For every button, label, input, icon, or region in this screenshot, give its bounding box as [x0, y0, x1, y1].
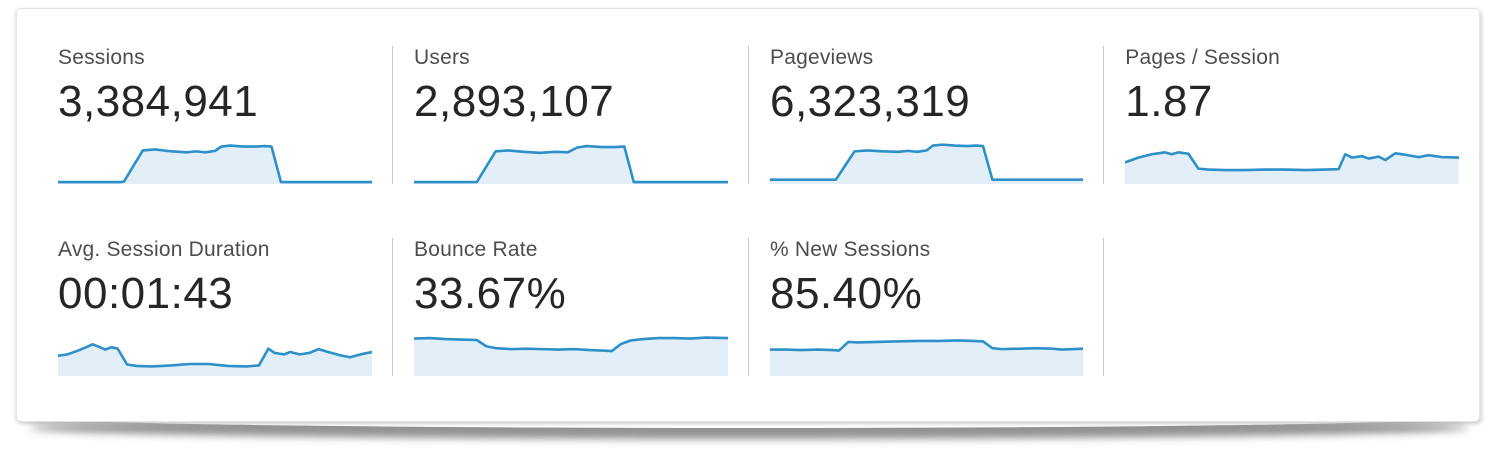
metric-label: Bounce Rate — [414, 238, 538, 261]
metric-value: 33.67% — [414, 269, 567, 318]
metric-card-sessions[interactable]: Sessions 3,384,941 — [17, 46, 392, 184]
metrics-grid: Sessions 3,384,941 Users 2,893,107 Pagev… — [17, 46, 1479, 376]
metric-card-users[interactable]: Users 2,893,107 — [392, 46, 748, 184]
metric-value: 6,323,319 — [769, 77, 971, 126]
metric-label: Avg. Session Duration — [58, 238, 270, 261]
avg-session-duration-sparkline-chart — [58, 328, 372, 376]
metric-value: 85.40% — [769, 269, 923, 318]
bounce-rate-sparkline-chart — [414, 328, 728, 376]
metric-card-avg-session-duration[interactable]: Avg. Session Duration 00:01:43 — [17, 238, 392, 376]
empty-metric-slot — [1103, 238, 1479, 376]
percent-new-sessions-sparkline-chart — [769, 328, 1084, 376]
metric-card-bounce-rate[interactable]: Bounce Rate 33.67% — [392, 238, 748, 376]
metric-value: 1.87 — [1125, 77, 1213, 126]
metric-value: 3,384,941 — [58, 77, 259, 126]
pageviews-sparkline-chart — [769, 136, 1084, 184]
metric-label: Sessions — [58, 46, 145, 69]
sessions-sparkline-chart — [58, 136, 372, 184]
users-sparkline-chart — [414, 136, 728, 184]
metric-label: Users — [414, 46, 470, 69]
metric-card-pageviews[interactable]: Pageviews 6,323,319 — [747, 46, 1103, 184]
pages-per-session-sparkline-chart — [1125, 136, 1459, 184]
metric-card-pages-per-session[interactable]: Pages / Session 1.87 — [1103, 46, 1479, 184]
metric-label: Pageviews — [769, 46, 874, 69]
metric-value: 00:01:43 — [58, 269, 234, 318]
metrics-panel: Sessions 3,384,941 Users 2,893,107 Pagev… — [16, 8, 1480, 422]
metric-label: Pages / Session — [1125, 46, 1281, 69]
metric-value: 2,893,107 — [414, 77, 615, 126]
metric-card-percent-new-sessions[interactable]: % New Sessions 85.40% — [747, 238, 1103, 376]
metric-label: % New Sessions — [769, 238, 931, 261]
